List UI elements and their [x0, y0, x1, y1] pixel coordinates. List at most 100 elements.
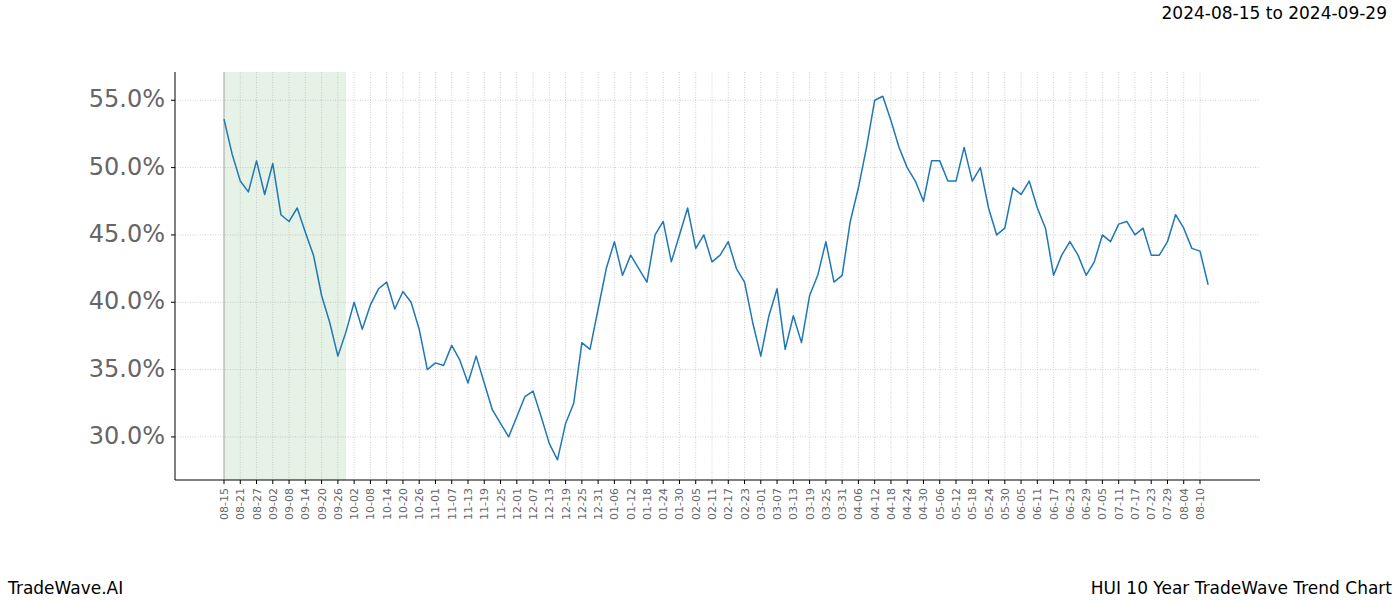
x-tick-label: 01-24 — [657, 488, 670, 520]
x-grid-line — [272, 72, 273, 480]
x-grid-line — [956, 72, 957, 480]
x-tick — [663, 480, 664, 484]
x-grid-line — [988, 72, 989, 480]
x-tick — [1037, 480, 1038, 484]
x-grid-line — [744, 72, 745, 480]
x-tick — [1086, 480, 1087, 484]
x-tick — [1134, 480, 1135, 484]
x-tick-label: 05-18 — [966, 488, 979, 520]
x-tick-label: 09-20 — [316, 488, 329, 520]
x-grid-line — [435, 72, 436, 480]
x-grid-line — [630, 72, 631, 480]
highlight-edge — [224, 72, 225, 480]
x-tick-label: 02-11 — [706, 488, 719, 520]
x-tick — [337, 480, 338, 484]
x-tick-label: 09-02 — [267, 488, 280, 520]
x-tick-label: 06-05 — [1015, 488, 1028, 520]
x-tick-label: 06-23 — [1064, 488, 1077, 520]
x-grid-line — [1183, 72, 1184, 480]
x-tick-label: 04-06 — [852, 488, 865, 520]
x-grid-line — [1151, 72, 1152, 480]
x-grid-line — [1200, 72, 1201, 480]
x-tick — [484, 480, 485, 484]
x-tick-label: 11-07 — [446, 488, 459, 520]
x-tick-label: 02-17 — [722, 488, 735, 520]
x-grid-line — [923, 72, 924, 480]
x-grid-line — [825, 72, 826, 480]
x-tick-label: 10-20 — [397, 488, 410, 520]
y-grid-line — [175, 302, 1260, 303]
x-tick-label: 05-24 — [983, 488, 996, 520]
x-tick — [272, 480, 273, 484]
y-tick-label: 30.0% — [89, 422, 165, 450]
y-tick — [171, 100, 175, 101]
x-tick — [500, 480, 501, 484]
x-tick — [435, 480, 436, 484]
x-tick — [1200, 480, 1201, 484]
y-tick — [171, 302, 175, 303]
x-tick — [874, 480, 875, 484]
x-tick — [646, 480, 647, 484]
x-tick — [825, 480, 826, 484]
x-tick-label: 03-13 — [787, 488, 800, 520]
x-grid-line — [289, 72, 290, 480]
x-grid-line — [663, 72, 664, 480]
x-tick — [419, 480, 420, 484]
highlight-band — [224, 72, 346, 480]
x-grid-line — [760, 72, 761, 480]
x-tick — [712, 480, 713, 484]
source: TradeWave.AI — [7, 578, 123, 598]
x-grid-line — [565, 72, 566, 480]
x-tick-label: 10-26 — [413, 488, 426, 520]
y-grid-line — [175, 100, 1260, 101]
x-grid-line — [451, 72, 452, 480]
x-tick — [695, 480, 696, 484]
x-tick — [907, 480, 908, 484]
x-grid-line — [419, 72, 420, 480]
x-grid-line — [598, 72, 599, 480]
x-grid-line — [337, 72, 338, 480]
x-grid-line — [1134, 72, 1135, 480]
x-grid-line — [1069, 72, 1070, 480]
x-tick-label: 02-05 — [690, 488, 703, 520]
y-tick — [171, 369, 175, 370]
x-grid-line — [614, 72, 615, 480]
x-tick — [1151, 480, 1152, 484]
x-grid-line — [695, 72, 696, 480]
x-tick — [549, 480, 550, 484]
x-tick — [386, 480, 387, 484]
x-tick-label: 12-01 — [511, 488, 524, 520]
x-tick — [728, 480, 729, 484]
x-tick — [1167, 480, 1168, 484]
x-tick-label: 01-06 — [608, 488, 621, 520]
x-tick-label: 05-06 — [934, 488, 947, 520]
x-grid-line — [972, 72, 973, 480]
x-tick — [240, 480, 241, 484]
x-tick-label: 09-26 — [332, 488, 345, 520]
x-grid-line — [907, 72, 908, 480]
x-tick-label: 04-12 — [869, 488, 882, 520]
x-tick-label: 06-17 — [1048, 488, 1061, 520]
x-tick — [939, 480, 940, 484]
x-tick — [760, 480, 761, 484]
x-tick-label: 12-13 — [543, 488, 556, 520]
x-tick-label: 08-27 — [251, 488, 264, 520]
x-grid-line — [1021, 72, 1022, 480]
subtitle: 2024-08-15 to 2024-09-29 — [1162, 3, 1387, 23]
x-tick-label: 05-30 — [999, 488, 1012, 520]
x-grid-line — [533, 72, 534, 480]
plot-area — [224, 96, 1208, 460]
x-grid-line — [809, 72, 810, 480]
x-tick — [370, 480, 371, 484]
x-grid-line — [321, 72, 322, 480]
y-grid-line — [175, 436, 1260, 437]
x-tick-label: 07-23 — [1145, 488, 1158, 520]
x-tick-label: 08-15 — [218, 488, 231, 520]
x-tick — [630, 480, 631, 484]
x-grid-line — [793, 72, 794, 480]
x-grid-line — [1037, 72, 1038, 480]
x-tick-label: 07-29 — [1161, 488, 1174, 520]
x-tick-label: 12-25 — [576, 488, 589, 520]
y-tick — [171, 436, 175, 437]
x-tick-label: 03-25 — [820, 488, 833, 520]
